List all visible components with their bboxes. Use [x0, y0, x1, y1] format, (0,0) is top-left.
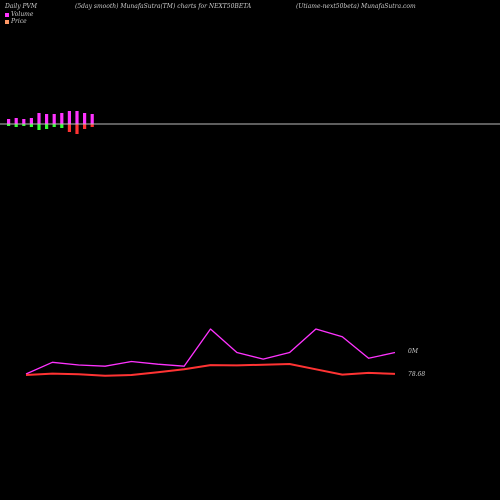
histogram-bar-up — [75, 111, 79, 124]
volume-line — [25, 328, 396, 375]
histogram-bar-down — [75, 124, 79, 134]
histogram-bar-down — [52, 124, 56, 127]
series-lines — [25, 328, 396, 377]
legend-price-label: Price — [11, 18, 27, 25]
chart-title-right: (Utiame-next50beta) MunafaSutra.com — [296, 3, 416, 10]
price-line — [25, 363, 396, 377]
histogram-bar-down — [90, 124, 94, 127]
chart-title-left: Daily PVM — [5, 3, 38, 10]
legend-volume-swatch — [5, 12, 9, 17]
histogram-bar-down — [29, 124, 33, 127]
legend-price-swatch — [5, 19, 9, 24]
histogram-bar-up — [29, 118, 33, 124]
histogram-bar-down — [83, 124, 87, 129]
histogram-bar-up — [45, 114, 49, 124]
histogram-bar-up — [14, 118, 18, 124]
histogram-bar-down — [60, 124, 64, 128]
legend-volume: Volume — [5, 11, 33, 18]
histogram-bar-up — [60, 113, 64, 124]
histogram-bar-up — [37, 113, 41, 124]
histogram-bar-up — [90, 114, 94, 124]
histogram-bar-down — [7, 124, 11, 126]
volume-histogram — [7, 111, 94, 134]
histogram-bar-up — [22, 119, 26, 124]
histogram-bar-down — [22, 124, 26, 126]
histogram-bar-down — [67, 124, 71, 132]
histogram-bar-down — [14, 124, 18, 127]
chart-title-middle: (5day smooth) MunafaSutra(TM) charts for… — [75, 3, 252, 10]
volume-last-value-label: 0M — [408, 348, 419, 355]
histogram-bar-up — [7, 119, 11, 124]
legend-volume-label: Volume — [11, 11, 34, 18]
histogram-bar-down — [45, 124, 49, 129]
legend-price: Price — [5, 18, 27, 25]
histogram-bar-up — [67, 111, 71, 124]
histogram-bar-down — [37, 124, 41, 130]
histogram-bar-up — [52, 114, 56, 124]
price-last-value-label: 78.68 — [408, 371, 425, 378]
histogram-bar-up — [83, 113, 87, 124]
